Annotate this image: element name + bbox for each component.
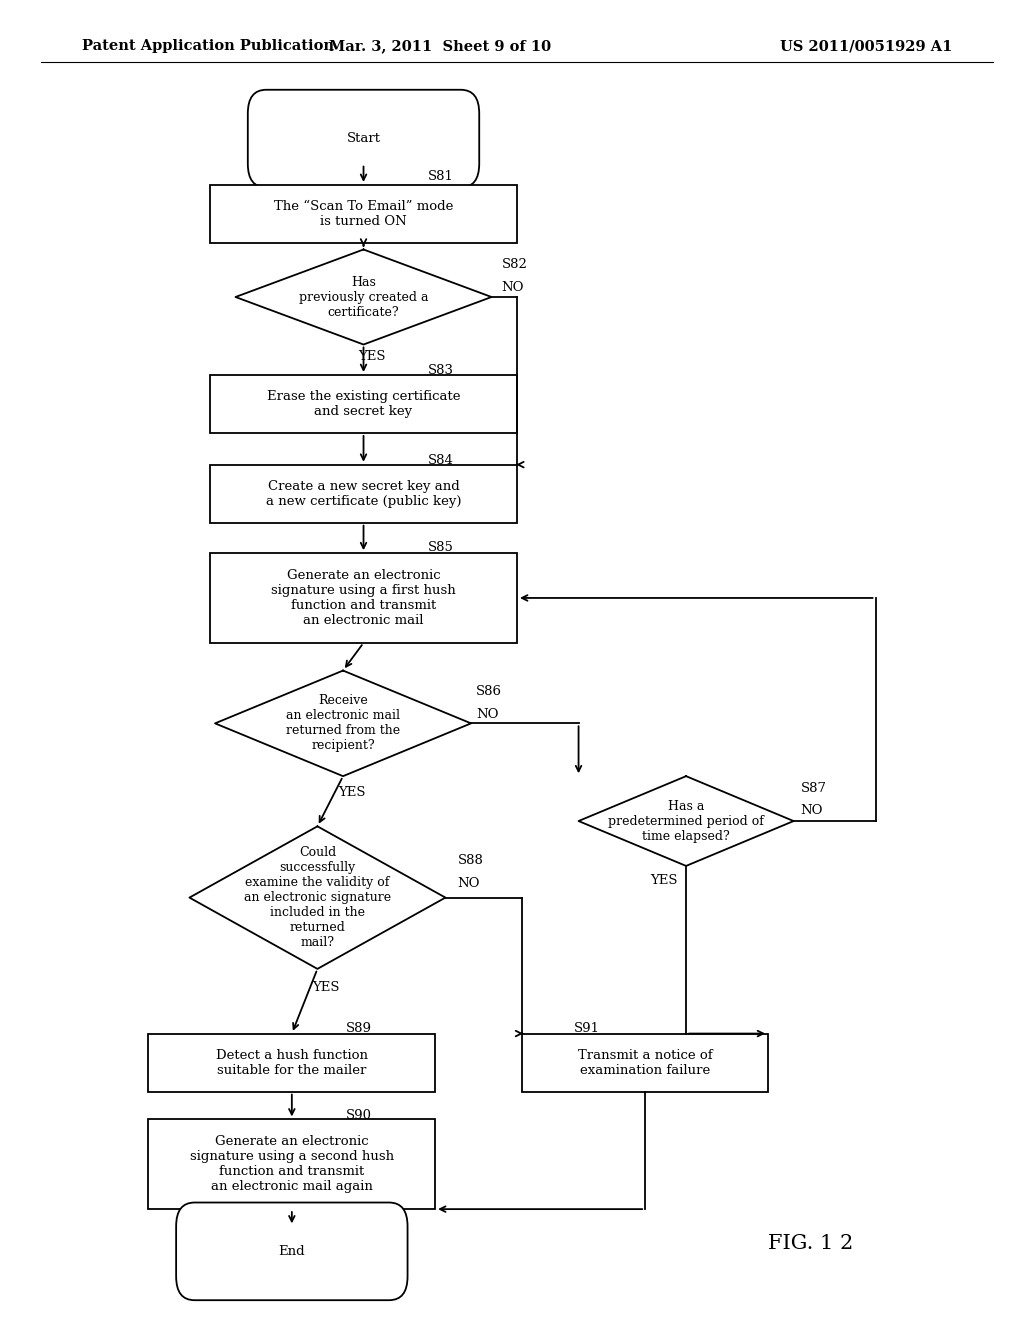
- Text: FIG. 1 2: FIG. 1 2: [768, 1234, 853, 1253]
- Text: Has
previously created a
certificate?: Has previously created a certificate?: [299, 276, 428, 318]
- Text: S89: S89: [346, 1022, 372, 1035]
- Text: NO: NO: [801, 804, 823, 817]
- Text: Has a
predetermined period of
time elapsed?: Has a predetermined period of time elaps…: [608, 800, 764, 842]
- FancyBboxPatch shape: [176, 1203, 408, 1300]
- Polygon shape: [579, 776, 794, 866]
- Text: S91: S91: [573, 1022, 599, 1035]
- Text: Generate an electronic
signature using a second hush
function and transmit
an el: Generate an electronic signature using a…: [189, 1135, 394, 1193]
- Text: NO: NO: [476, 708, 499, 721]
- Text: S88: S88: [458, 854, 483, 867]
- Text: S81: S81: [428, 170, 454, 183]
- Text: US 2011/0051929 A1: US 2011/0051929 A1: [780, 40, 952, 53]
- Bar: [148, 1034, 435, 1092]
- Text: End: End: [279, 1245, 305, 1258]
- Text: S84: S84: [428, 454, 454, 467]
- Bar: [210, 185, 517, 243]
- Text: NO: NO: [458, 876, 480, 890]
- Bar: [210, 375, 517, 433]
- Text: S90: S90: [346, 1109, 372, 1122]
- Polygon shape: [215, 671, 471, 776]
- Text: Erase the existing certificate
and secret key: Erase the existing certificate and secre…: [267, 389, 460, 418]
- Text: Create a new secret key and
a new certificate (public key): Create a new secret key and a new certif…: [266, 479, 461, 508]
- Polygon shape: [236, 249, 492, 345]
- Text: S82: S82: [502, 257, 527, 271]
- Text: S83: S83: [428, 364, 454, 378]
- Text: Transmit a notice of
examination failure: Transmit a notice of examination failure: [578, 1048, 713, 1077]
- Polygon shape: [189, 826, 445, 969]
- Text: S87: S87: [801, 781, 826, 795]
- Bar: [148, 1119, 435, 1209]
- Bar: [210, 553, 517, 643]
- Text: Detect a hush function
suitable for the mailer: Detect a hush function suitable for the …: [216, 1048, 368, 1077]
- Text: S85: S85: [428, 541, 454, 554]
- Text: Patent Application Publication: Patent Application Publication: [82, 40, 334, 53]
- FancyBboxPatch shape: [248, 90, 479, 187]
- Text: Generate an electronic
signature using a first hush
function and transmit
an ele: Generate an electronic signature using a…: [271, 569, 456, 627]
- Bar: [210, 465, 517, 523]
- Bar: [522, 1034, 768, 1092]
- Text: Start: Start: [346, 132, 381, 145]
- Text: YES: YES: [338, 785, 366, 799]
- Text: The “Scan To Email” mode
is turned ON: The “Scan To Email” mode is turned ON: [273, 199, 454, 228]
- Text: Mar. 3, 2011  Sheet 9 of 10: Mar. 3, 2011 Sheet 9 of 10: [330, 40, 551, 53]
- Text: Receive
an electronic mail
returned from the
recipient?: Receive an electronic mail returned from…: [286, 694, 400, 752]
- Text: YES: YES: [650, 874, 678, 887]
- Text: YES: YES: [312, 981, 340, 994]
- Text: Could
successfully
examine the validity of
an electronic signature
included in t: Could successfully examine the validity …: [244, 846, 391, 949]
- Text: NO: NO: [502, 281, 524, 294]
- Text: S86: S86: [476, 685, 502, 698]
- Text: YES: YES: [358, 350, 386, 363]
